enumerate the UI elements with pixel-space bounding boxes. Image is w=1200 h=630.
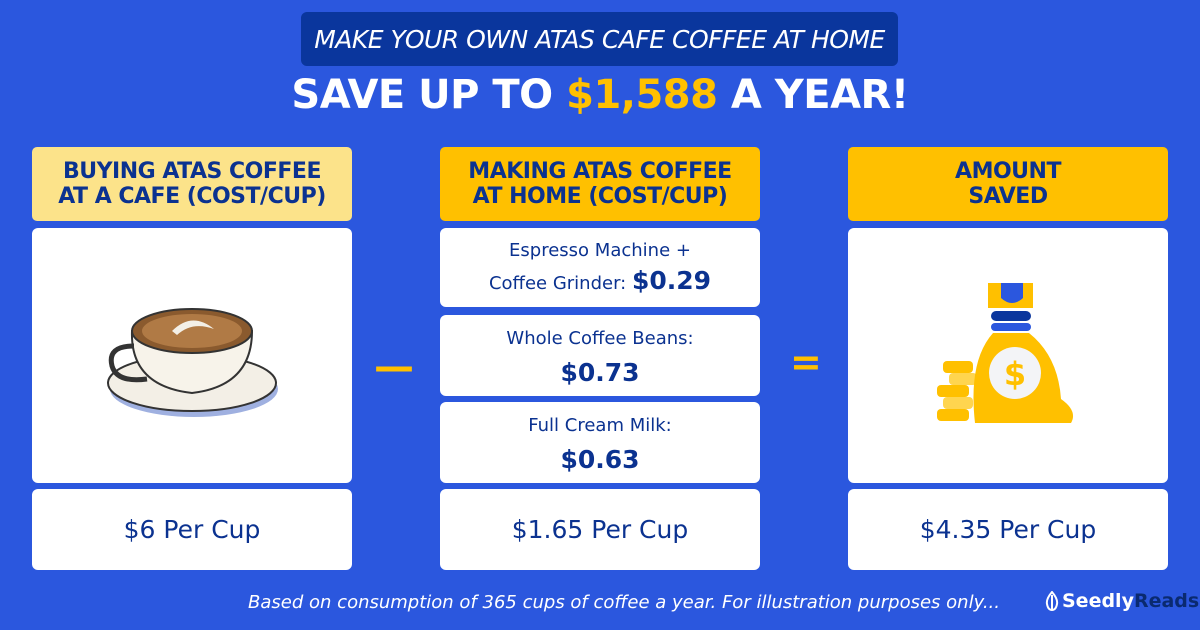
seed-icon (1045, 591, 1059, 611)
subtitle-banner: MAKE YOUR OWN ATAS CAFE COFFEE AT HOME (301, 12, 898, 66)
latte-cup-icon (107, 307, 278, 417)
headline-pre: SAVE UP TO (291, 72, 567, 118)
cost-item-label: Espresso Machine + (509, 240, 691, 261)
cost-item-beans: Whole Coffee Beans: $0.73 (440, 315, 760, 396)
cost-item-label: Coffee Grinder: (488, 273, 632, 294)
home-header-line2: AT HOME (COST/CUP) (472, 184, 728, 209)
headline-post: A YEAR! (717, 72, 909, 118)
cost-item-label: Whole Coffee Beans: (506, 328, 694, 349)
saved-header: AMOUNT SAVED (848, 147, 1168, 221)
logo-part2: Reads (1133, 590, 1200, 612)
headline: SAVE UP TO $1,588 A YEAR! (0, 72, 1200, 118)
cafe-header-line1: BUYING ATAS COFFEE (62, 159, 321, 184)
seedly-reads-logo: Seedly Reads (1045, 590, 1199, 612)
cost-item-milk: Full Cream Milk: $0.63 (440, 402, 760, 483)
cafe-header-line2: AT A CAFE (COST/CUP) (58, 184, 326, 209)
cost-item-label: Full Cream Milk: (528, 415, 672, 436)
footnote: Based on consumption of 365 cups of coff… (248, 592, 1000, 613)
saved-header-line1: AMOUNT (955, 159, 1061, 184)
saved-total-card: $4.35 Per Cup (848, 489, 1168, 570)
home-total: $1.65 Per Cup (511, 515, 689, 544)
home-header-line1: MAKING ATAS COFFEE (468, 159, 732, 184)
cost-item-equipment: Espresso Machine + Coffee Grinder: $0.29 (440, 228, 760, 307)
money-bag-icon: $ (937, 282, 1074, 423)
home-total-card: $1.65 Per Cup (440, 489, 760, 570)
minus-sign: — (374, 344, 414, 390)
equals-sign: = (790, 340, 822, 384)
logo-part1: Seedly (1062, 590, 1134, 612)
cafe-image-card (32, 228, 352, 483)
cost-item-value: $0.63 (560, 445, 640, 474)
cafe-total: $6 Per Cup (123, 515, 261, 544)
home-header: MAKING ATAS COFFEE AT HOME (COST/CUP) (440, 147, 760, 221)
cost-item-value: $0.73 (560, 358, 640, 387)
saved-total: $4.35 Per Cup (919, 515, 1097, 544)
svg-text:$: $ (1004, 355, 1026, 393)
saved-header-line2: SAVED (968, 184, 1048, 209)
cafe-total-card: $6 Per Cup (32, 489, 352, 570)
cafe-header: BUYING ATAS COFFEE AT A CAFE (COST/CUP) (32, 147, 352, 221)
cost-item-value: $0.29 (631, 266, 712, 295)
saved-image-card: $ (848, 228, 1168, 483)
headline-amount: $1,588 (566, 72, 718, 118)
